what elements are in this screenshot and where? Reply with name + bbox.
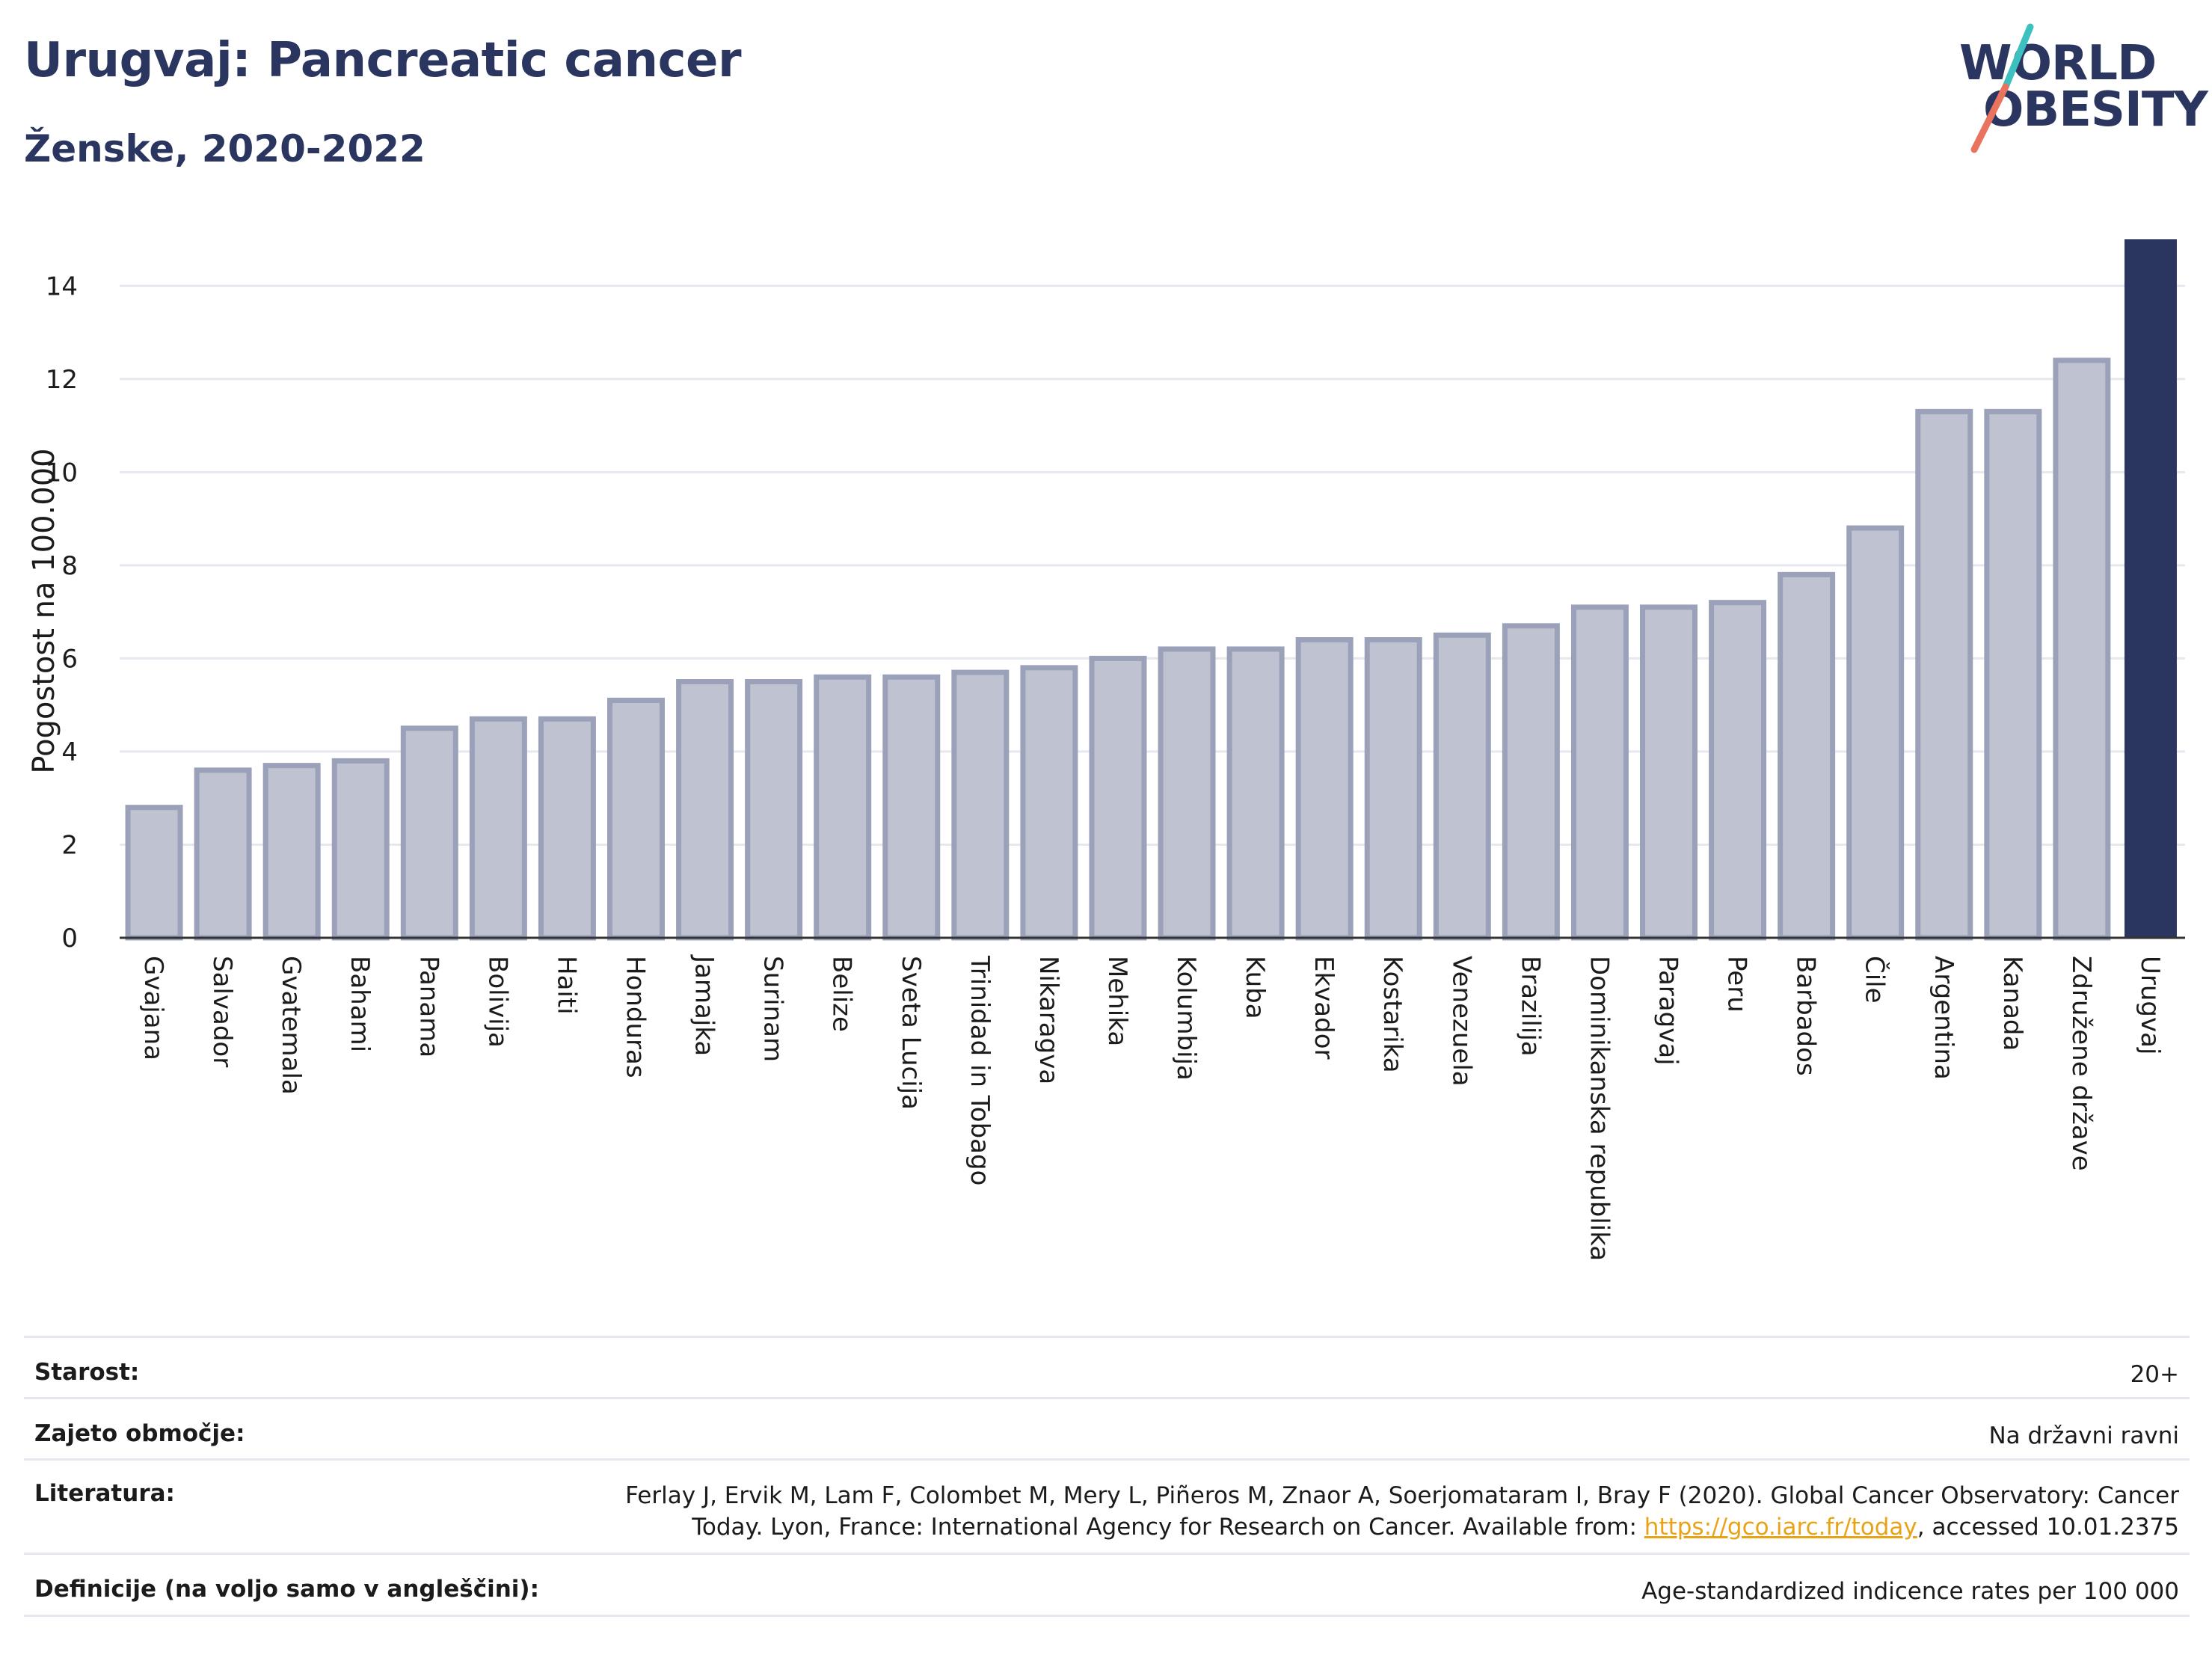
x-tick-label: Barbados	[1791, 956, 1821, 1076]
bar-nikaragva	[1020, 665, 1078, 941]
bar-sveta-lucija	[882, 674, 941, 941]
x-tick-label: Sveta Lucija	[896, 956, 926, 1110]
definitions-label: Definicije (na voljo samo v angleščini):	[34, 1576, 539, 1603]
literature-value: Ferlay J, Ervik M, Lam F, Colombet M, Me…	[625, 1480, 2190, 1543]
bar-honduras	[607, 697, 665, 941]
y-tick-label: 6	[61, 644, 78, 674]
x-tick-label: Peru	[1722, 956, 1752, 1013]
y-tick-label: 8	[61, 551, 78, 581]
y-tick-label: 2	[61, 830, 78, 860]
bar-venezuela	[1433, 632, 1491, 941]
literature-line-2-start: Today. Lyon, France: International Agenc…	[692, 1514, 1644, 1541]
bar-haiti	[538, 716, 596, 941]
y-axis-label: Pogostost na 100.000	[27, 448, 61, 773]
x-tick-label: Kolumbija	[1171, 956, 1201, 1081]
bar-chart: 0 2 4 6 8 10 12 14 Pogostost na 100.000 Gvajana Sa…	[27, 239, 2185, 1261]
bar-bolivija	[469, 716, 527, 941]
y-tick-label: 0	[61, 924, 78, 954]
x-tick-label: Bolivija	[482, 956, 512, 1048]
meta-row-age: Starost: 20+	[24, 1336, 2190, 1397]
bar-salvador	[194, 767, 252, 941]
x-tick-label: Čile	[1860, 956, 1890, 1004]
bar-peru	[1709, 600, 1767, 941]
bar-panama	[400, 725, 458, 941]
coverage-value: Na državni ravni	[1988, 1422, 2179, 1449]
x-tick-label: Salvador	[207, 956, 237, 1067]
bar-trinidad-in-tobago	[951, 669, 1010, 941]
bar-kanada	[1984, 408, 2042, 941]
x-tick-label: Bahami	[345, 956, 375, 1052]
bar-čile	[1846, 525, 1905, 941]
x-tick-label: Kanada	[1997, 956, 2027, 1051]
x-tick-label: Nikaragva	[1033, 956, 1063, 1084]
meta-row-literature: Literatura: Ferlay J, Ervik M, Lam F, Co…	[24, 1458, 2190, 1553]
x-tick-label: Haiti	[551, 956, 581, 1015]
bar-paragvaj	[1640, 604, 1698, 941]
bar-surinam	[745, 679, 803, 941]
x-tick-label: Ekvador	[1309, 956, 1339, 1060]
x-tick-label: Belize	[827, 956, 857, 1032]
bar-urugvaj	[2124, 239, 2177, 938]
literature-link[interactable]: https://gco.iarc.fr/today	[1644, 1514, 1917, 1541]
chart-title: Urugvaj: Pancreatic cancer	[24, 33, 742, 88]
logo-text-world: WORLD	[1959, 36, 2157, 91]
x-tick-label: Brazilija	[1515, 956, 1545, 1057]
meta-row-coverage: Zajeto območje: Na državni ravni	[24, 1397, 2190, 1458]
literature-line-1: Ferlay J, Ervik M, Lam F, Colombet M, Me…	[625, 1482, 2179, 1509]
chart-subtitle: Ženske, 2020-2022	[24, 127, 425, 171]
bar-gvajana	[125, 805, 183, 941]
bar-belize	[814, 674, 872, 941]
world-obesity-logo: WORLD OBESITY	[1944, 21, 2208, 156]
x-tick-label: Paragvaj	[1653, 956, 1683, 1066]
bar-jamajka	[676, 679, 734, 941]
definitions-value: Age-standardized indicence rates per 100…	[1641, 1578, 2179, 1605]
logo-slash-icon	[1970, 23, 2034, 153]
x-tick-label: Jamajka	[689, 954, 719, 1056]
x-tick-label: Gvatemala	[276, 956, 306, 1095]
x-tick-label: Venezuela	[1446, 956, 1476, 1087]
x-tick-label: Surinam	[758, 956, 788, 1062]
meta-row-definitions: Definicije (na voljo samo v angleščini):…	[24, 1553, 2190, 1617]
x-tick-label: Honduras	[621, 956, 651, 1078]
bar-združene-države	[2053, 357, 2111, 941]
bar-argentina	[1915, 408, 1973, 941]
x-tick-label: Dominikanska republika	[1584, 956, 1614, 1261]
bar-gvatemala	[262, 763, 321, 941]
logo-text-obesity: OBESITY	[1983, 82, 2208, 138]
x-tick-label: Kuba	[1240, 956, 1270, 1019]
literature-label: Literatura:	[34, 1480, 175, 1507]
x-tick-label: Argentina	[1929, 956, 1958, 1080]
bar-ekvador	[1295, 636, 1354, 941]
x-tick-label: Gvajana	[138, 956, 168, 1060]
y-tick-label: 10	[46, 458, 78, 488]
x-tick-label: Trinidad in Tobago	[965, 955, 995, 1185]
bar-kolumbija	[1158, 646, 1216, 941]
bar-kostarika	[1364, 636, 1422, 941]
age-label: Starost:	[34, 1359, 140, 1386]
bar-bahami	[331, 758, 390, 941]
bar-barbados	[1778, 571, 1836, 941]
age-value: 20+	[2130, 1361, 2179, 1388]
x-tick-label: Združene države	[2066, 956, 2096, 1171]
coverage-label: Zajeto območje:	[34, 1420, 245, 1447]
bar-dominikanska-republika	[1570, 604, 1629, 941]
y-tick-label: 12	[46, 365, 78, 395]
y-tick-label: 4	[61, 737, 78, 767]
metadata-table: Starost: 20+ Zajeto območje: Na državni …	[24, 1336, 2190, 1617]
bar-kuba	[1226, 646, 1285, 941]
x-tick-label: Kostarika	[1377, 956, 1407, 1073]
bar-mehika	[1089, 655, 1147, 941]
x-tick-label: Urugvaj	[2135, 956, 2165, 1054]
x-tick-label: Panama	[414, 956, 443, 1057]
literature-line-2-end: , accessed 10.01.2375	[1917, 1514, 2179, 1541]
x-tick-label: Mehika	[1102, 956, 1132, 1046]
y-tick-label: 14	[46, 271, 78, 301]
bar-brazilija	[1502, 623, 1560, 941]
